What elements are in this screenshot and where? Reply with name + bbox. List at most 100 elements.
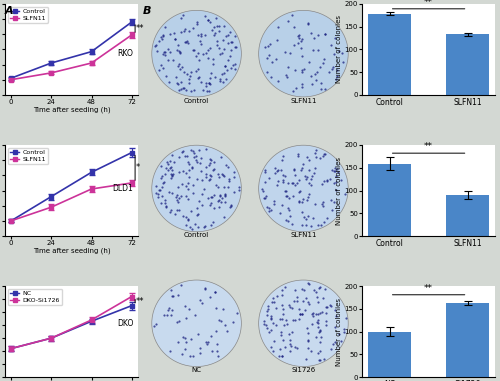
Point (206, 155, 214, 162)
Point (160, 179, 168, 185)
Point (183, 153, 191, 159)
Point (304, 194, 312, 200)
Point (216, 78, 224, 84)
Point (154, 190, 162, 197)
Point (295, 306, 303, 312)
Point (168, 175, 175, 181)
Point (304, 20, 312, 26)
Point (208, 194, 216, 200)
Point (177, 15, 185, 21)
Point (170, 159, 177, 165)
Point (210, 192, 218, 198)
Point (268, 316, 276, 322)
Point (277, 332, 285, 338)
Point (204, 55, 212, 61)
Point (164, 79, 172, 85)
Point (284, 195, 292, 202)
Point (286, 338, 294, 344)
Point (213, 42, 221, 48)
Point (164, 56, 172, 62)
Point (184, 196, 192, 202)
Point (332, 173, 340, 179)
Point (271, 170, 279, 176)
Point (282, 193, 290, 199)
Point (165, 305, 173, 311)
Point (302, 356, 310, 362)
Point (317, 80, 325, 86)
Point (266, 41, 274, 47)
Point (202, 146, 210, 152)
Point (157, 34, 165, 40)
Point (186, 336, 194, 342)
Point (210, 289, 218, 295)
Point (221, 322, 229, 328)
Point (222, 192, 230, 198)
Point (293, 295, 301, 301)
Point (304, 345, 312, 351)
Point (285, 207, 293, 213)
Point (314, 47, 322, 53)
Point (210, 158, 218, 165)
Point (206, 81, 214, 87)
Point (196, 38, 204, 44)
Point (340, 329, 348, 335)
Point (154, 48, 162, 54)
Point (317, 334, 325, 340)
Point (184, 217, 192, 223)
Point (206, 45, 214, 51)
Point (286, 213, 294, 219)
Point (193, 21, 201, 27)
Point (320, 356, 328, 362)
Point (190, 86, 198, 93)
Point (331, 307, 339, 313)
Point (224, 57, 232, 63)
Point (332, 187, 340, 193)
Point (281, 284, 289, 290)
Point (296, 311, 304, 317)
Bar (368, 14, 411, 95)
Point (233, 310, 241, 316)
Point (192, 53, 200, 59)
Point (298, 53, 306, 59)
Point (278, 287, 285, 293)
Point (296, 45, 304, 51)
Point (182, 346, 190, 352)
Point (196, 160, 204, 166)
Point (290, 42, 298, 48)
Point (312, 154, 320, 160)
Point (328, 303, 336, 309)
Point (296, 188, 304, 194)
Point (222, 63, 230, 69)
Point (210, 288, 218, 295)
Point (310, 170, 318, 176)
Point (294, 153, 302, 159)
Point (278, 337, 286, 343)
Point (206, 19, 214, 26)
Point (290, 298, 298, 304)
Point (174, 184, 182, 190)
Point (314, 350, 322, 356)
Point (235, 187, 243, 194)
Point (180, 69, 188, 75)
Point (302, 223, 310, 229)
Point (322, 322, 330, 328)
Point (331, 324, 339, 330)
Point (320, 219, 328, 225)
Point (319, 295, 327, 301)
Point (319, 199, 327, 205)
Point (298, 311, 306, 317)
Point (198, 300, 206, 306)
Point (261, 44, 269, 50)
Point (264, 205, 272, 211)
Point (264, 51, 272, 58)
Point (206, 160, 214, 166)
Point (208, 348, 216, 354)
Point (166, 209, 174, 215)
Point (288, 180, 296, 186)
Point (204, 17, 212, 23)
Point (296, 198, 304, 204)
Point (160, 312, 168, 318)
Point (313, 319, 321, 325)
Point (276, 354, 283, 360)
Point (330, 51, 338, 57)
